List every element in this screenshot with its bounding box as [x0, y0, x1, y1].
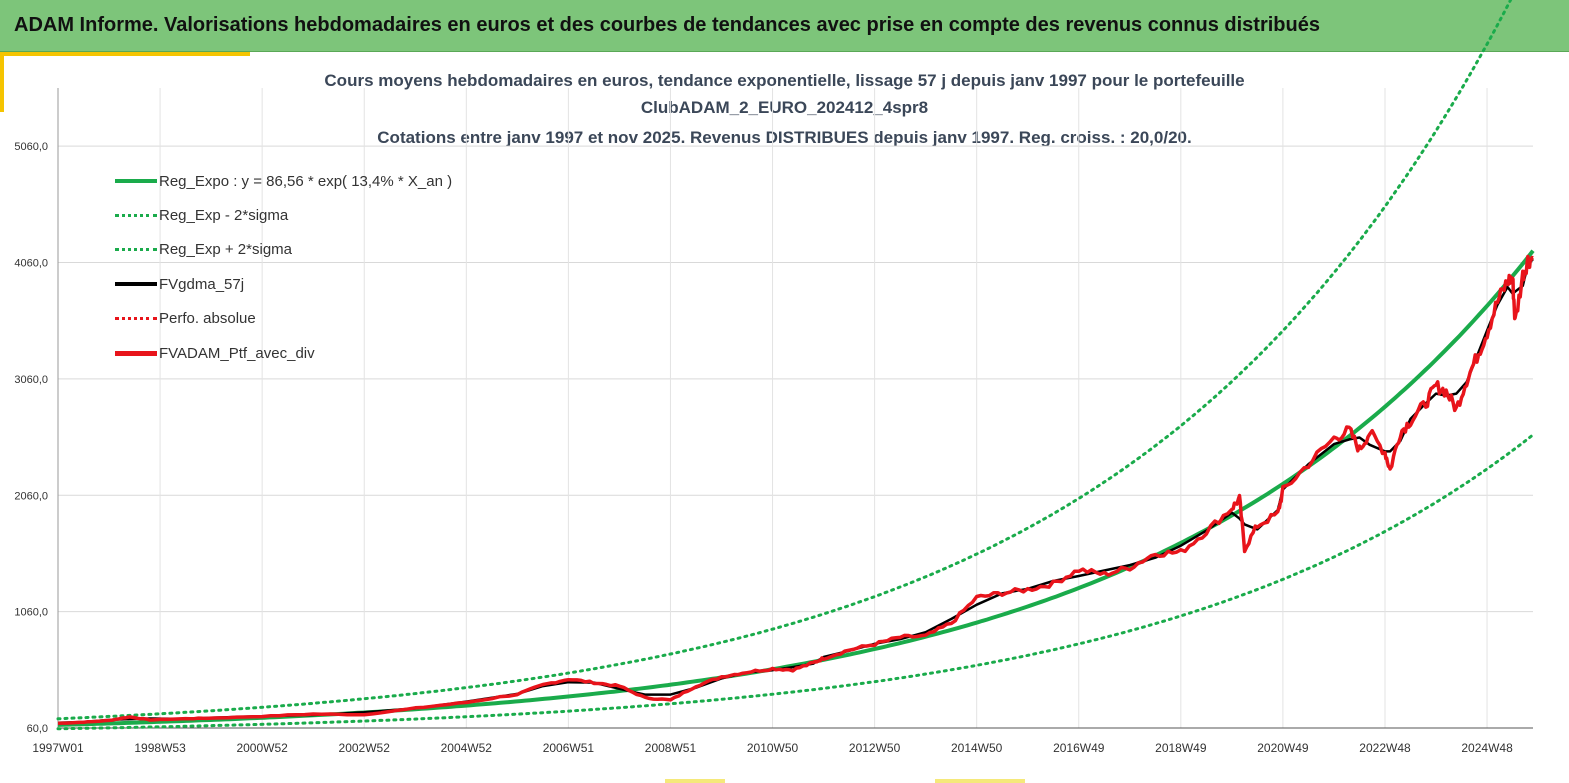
series-reg-exp-minus-2sigma	[56, 433, 1535, 731]
chart-legend: Reg_Expo : y = 86,56 * exp( 13,4% * X_an…	[115, 164, 452, 370]
x-tick-label: 2024W48	[1461, 741, 1513, 755]
y-tick-label: 1060,0	[14, 607, 48, 619]
series-fvadam-ptf-avec-div	[57, 254, 1534, 726]
legend-label-reg-exp-minus: Reg_Exp - 2*sigma	[159, 207, 289, 225]
x-tick-label: 2014W50	[951, 741, 1003, 755]
chart-title-line-3: Cotations entre janv 1997 et nov 2025. R…	[377, 128, 1192, 147]
series-reg-exp-plus-2sigma	[56, 0, 1513, 721]
y-tick-label: 2060,0	[14, 490, 48, 502]
x-tick-label: 2020W49	[1257, 741, 1309, 755]
page-title: ADAM Informe. Valorisations hebdomadaire…	[14, 14, 1320, 36]
x-tick-label: 2008W51	[645, 741, 697, 755]
y-tick-label: 3060,0	[14, 374, 48, 386]
accent-bar	[0, 52, 250, 56]
legend-item-reg-exp-minus: Reg_Exp - 2*sigma	[115, 198, 452, 232]
x-tick-label: 1997W01	[32, 741, 84, 755]
x-tick-label: 2002W52	[339, 741, 391, 755]
x-tick-label: 2012W50	[849, 741, 901, 755]
legend-label-fvadam: FVADAM_Ptf_avec_div	[159, 344, 315, 362]
accent-bar-bottom	[665, 779, 725, 783]
legend-item-reg-expo: Reg_Expo : y = 86,56 * exp( 13,4% * X_an…	[115, 164, 452, 198]
legend-item-fvgdma: FVgdma_57j	[115, 267, 452, 301]
legend-swatch-perfo-absolue	[115, 317, 157, 321]
legend-swatch-reg-expo	[115, 179, 157, 184]
x-tick-label: 1998W53	[134, 741, 186, 755]
x-tick-label: 2022W48	[1359, 741, 1411, 755]
legend-swatch-reg-exp-minus	[115, 214, 157, 218]
legend-label-reg-expo: Reg_Expo : y = 86,56 * exp( 13,4% * X_an…	[159, 172, 453, 190]
legend-item-perfo-absolue: Perfo. absolue	[115, 302, 452, 336]
y-tick-label: 5060,0	[14, 141, 48, 153]
legend-label-perfo-absolue: Perfo. absolue	[159, 310, 256, 328]
legend-swatch-reg-exp-plus	[115, 248, 157, 252]
header-banner: ADAM Informe. Valorisations hebdomadaire…	[0, 0, 1569, 52]
legend-swatch-fvgdma	[115, 282, 157, 287]
x-tick-label: 2006W51	[543, 741, 595, 755]
x-tick-label: 2016W49	[1053, 741, 1105, 755]
chart-title-line-2: ClubADAM_2_EURO_202412_4spr8	[640, 98, 929, 117]
y-tick-label: 60,0	[27, 723, 48, 735]
accent-bar-side	[0, 52, 4, 112]
y-tick-label: 4060,0	[14, 258, 48, 270]
x-tick-label: 2004W52	[441, 741, 493, 755]
legend-item-reg-exp-plus: Reg_Exp + 2*sigma	[115, 233, 452, 267]
x-tick-label: 2000W52	[236, 741, 288, 755]
x-tick-label: 2018W49	[1155, 741, 1207, 755]
legend-label-fvgdma: FVgdma_57j	[159, 275, 245, 293]
legend-swatch-fvadam	[115, 350, 157, 356]
chart-title-line-1: Cours moyens hebdomadaires en euros, ten…	[324, 71, 1245, 90]
x-tick-label: 2010W50	[747, 741, 799, 755]
legend-item-fvadam: FVADAM_Ptf_avec_div	[115, 336, 452, 370]
accent-bar-bottom	[935, 779, 1025, 783]
legend-label-reg-exp-plus: Reg_Exp + 2*sigma	[159, 241, 292, 259]
